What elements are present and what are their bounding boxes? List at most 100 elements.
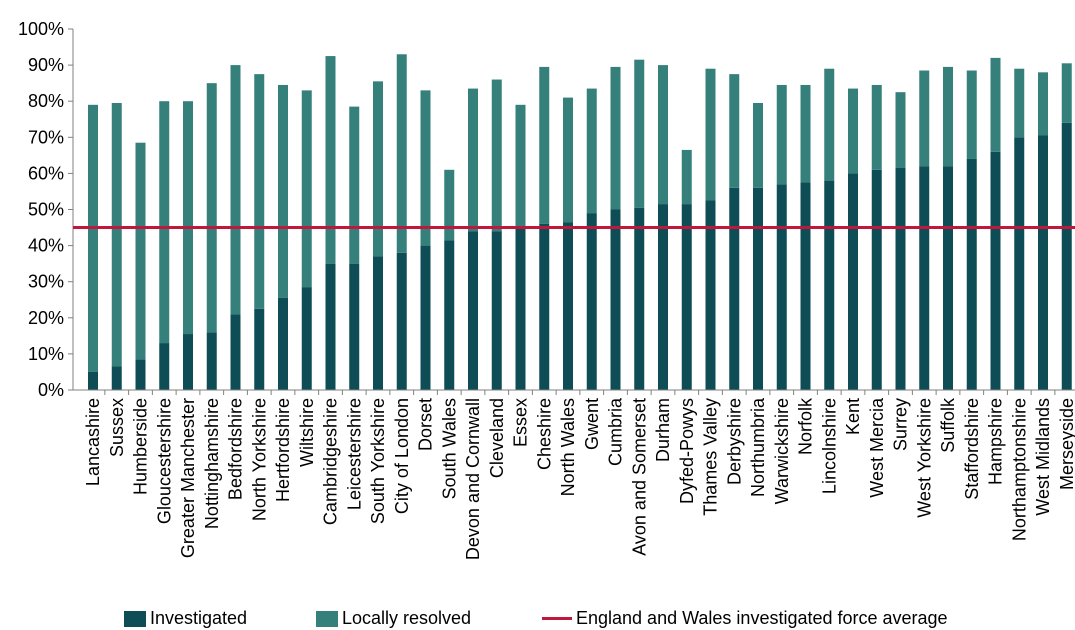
x-tick-label: Cleveland bbox=[487, 398, 507, 478]
y-tick-label: 20% bbox=[28, 308, 64, 328]
x-tick-label: Bedfordshire bbox=[226, 398, 246, 500]
x-tick-label: Dorset bbox=[416, 398, 436, 451]
bar-investigated bbox=[135, 359, 146, 390]
bar-investigated bbox=[539, 223, 550, 390]
x-tick-label: City of London bbox=[392, 398, 412, 514]
bar-investigated bbox=[88, 371, 98, 390]
x-tick-label: Avon and Somerset bbox=[629, 398, 649, 556]
bar-investigated bbox=[1038, 135, 1048, 390]
legend-label-average: England and Wales investigated force ave… bbox=[576, 608, 948, 628]
bar-locally-resolved bbox=[1014, 68, 1025, 138]
bar-locally-resolved bbox=[1061, 63, 1072, 123]
bar-investigated bbox=[206, 332, 217, 390]
bar-locally-resolved bbox=[373, 81, 383, 257]
x-tick-label: Greater Manchester bbox=[178, 398, 198, 558]
x-tick-label: West Midlands bbox=[1033, 398, 1053, 516]
bar-investigated bbox=[848, 173, 858, 390]
x-tick-label: Northumbria bbox=[748, 397, 768, 497]
x-tick-label: Hertfordshire bbox=[273, 398, 293, 502]
bar-locally-resolved bbox=[563, 97, 573, 223]
y-tick-label: 30% bbox=[28, 272, 64, 292]
bar-investigated bbox=[966, 158, 977, 390]
bar-investigated bbox=[468, 231, 478, 390]
bar-investigated bbox=[183, 334, 193, 390]
x-tick-label: North Wales bbox=[558, 398, 578, 496]
bar-investigated bbox=[515, 227, 526, 390]
x-tick-label: Gloucestershire bbox=[154, 398, 174, 524]
y-tick-label: 100% bbox=[18, 19, 64, 39]
bar-investigated bbox=[895, 167, 906, 390]
bar-locally-resolved bbox=[776, 84, 787, 185]
bar-investigated bbox=[1014, 137, 1025, 390]
x-tick-label: Suffolk bbox=[938, 397, 958, 453]
legend-swatch-investigated bbox=[124, 610, 146, 627]
bar-investigated bbox=[349, 263, 360, 390]
y-tick-label: 80% bbox=[28, 91, 64, 111]
bar-investigated bbox=[278, 297, 288, 390]
x-tick-label: Gwent bbox=[582, 398, 602, 450]
x-tick-label: North Yorkshire bbox=[249, 398, 269, 521]
bar-investigated bbox=[563, 222, 573, 390]
bar-locally-resolved bbox=[468, 88, 478, 232]
bar-locally-resolved bbox=[491, 79, 502, 232]
x-tick-label: Thames Valley bbox=[701, 398, 721, 516]
bar-investigated bbox=[373, 256, 383, 390]
bar-locally-resolved bbox=[634, 59, 645, 208]
bar-investigated bbox=[301, 287, 312, 390]
y-tick-label: 70% bbox=[28, 127, 64, 147]
bar-investigated bbox=[943, 166, 953, 390]
bar-locally-resolved bbox=[919, 70, 930, 167]
x-axis: Lancashire Sussex Humberside Gloucestershir… bbox=[73, 389, 1075, 560]
x-tick-label: Hampshire bbox=[986, 398, 1006, 485]
x-tick-label: Nottinghamshire bbox=[202, 398, 222, 529]
legend-label-investigated: Investigated bbox=[150, 608, 248, 628]
bar-locally-resolved bbox=[610, 66, 621, 210]
x-tick-label: Sussex bbox=[107, 398, 127, 457]
bar-locally-resolved bbox=[159, 101, 170, 344]
bar-locally-resolved bbox=[895, 92, 906, 168]
legend: Investigated Locally resolved England an… bbox=[0, 606, 1075, 630]
bar-locally-resolved bbox=[278, 84, 288, 298]
bar-locally-resolved bbox=[396, 54, 407, 253]
bar-locally-resolved bbox=[254, 74, 265, 309]
bar-investigated bbox=[159, 343, 170, 390]
x-tick-label: Lancashire bbox=[83, 398, 103, 486]
bar-locally-resolved bbox=[349, 106, 360, 264]
bar-investigated bbox=[800, 182, 811, 390]
bar-investigated bbox=[705, 200, 716, 390]
bar-investigated bbox=[230, 314, 241, 390]
x-tick-label: Lincolnshire bbox=[819, 398, 839, 494]
bar-locally-resolved bbox=[515, 104, 526, 228]
bar-locally-resolved bbox=[871, 84, 882, 170]
x-tick-label: Humberside bbox=[131, 398, 151, 495]
x-tick-label: Kent bbox=[843, 398, 863, 435]
legend-label-locally-resolved: Locally resolved bbox=[342, 608, 472, 628]
bar-investigated bbox=[396, 252, 407, 390]
bar-investigated bbox=[753, 187, 763, 390]
x-tick-label: Leicestershire bbox=[344, 398, 364, 510]
bar-investigated bbox=[658, 204, 668, 390]
legend-swatch-average bbox=[542, 617, 572, 620]
bar-investigated bbox=[871, 169, 882, 390]
bar-locally-resolved bbox=[301, 90, 312, 288]
legend-item-average: England and Wales investigated force ave… bbox=[542, 608, 948, 629]
y-tick-label: 40% bbox=[28, 236, 64, 256]
x-tick-label: Merseyside bbox=[1057, 398, 1075, 490]
bar-locally-resolved bbox=[824, 68, 835, 181]
bar-locally-resolved bbox=[420, 90, 431, 246]
bar-investigated bbox=[420, 245, 431, 390]
x-tick-label: Northamptonshire bbox=[1009, 398, 1029, 541]
bar-locally-resolved bbox=[444, 169, 455, 241]
x-tick-label: Durham bbox=[653, 398, 673, 462]
bar-locally-resolved bbox=[111, 103, 122, 367]
x-tick-label: Staffordshire bbox=[962, 398, 982, 500]
x-tick-label: West Yorkshire bbox=[914, 398, 934, 518]
x-tick-label: Essex bbox=[511, 398, 531, 447]
bar-investigated bbox=[325, 263, 336, 390]
bar-locally-resolved bbox=[183, 101, 193, 335]
bar-locally-resolved bbox=[753, 103, 763, 188]
bar-investigated bbox=[586, 213, 597, 390]
x-tick-label: Cambridgeshire bbox=[321, 398, 341, 525]
bar-locally-resolved bbox=[539, 66, 550, 224]
bar-investigated bbox=[491, 231, 502, 390]
